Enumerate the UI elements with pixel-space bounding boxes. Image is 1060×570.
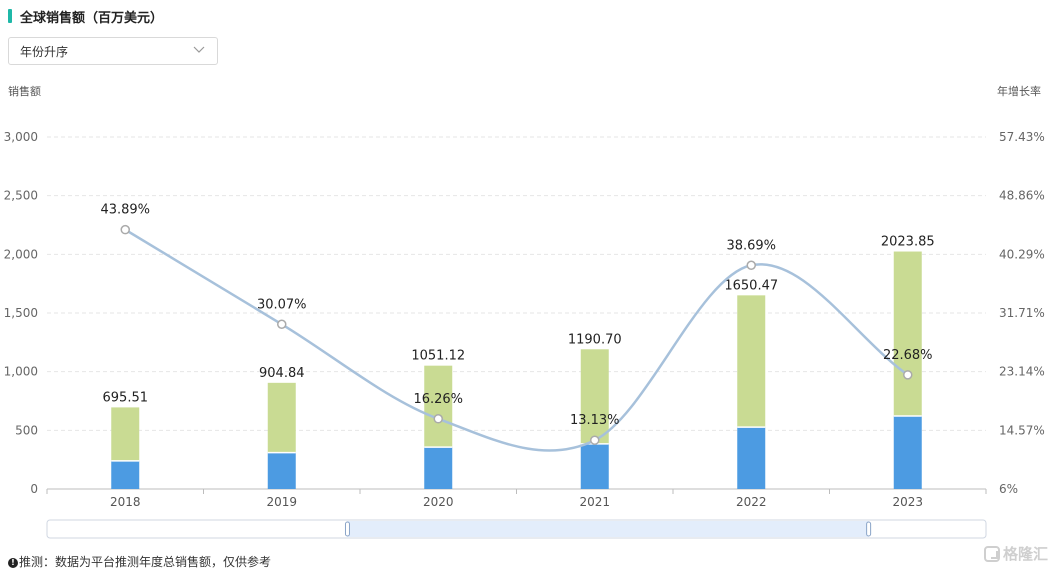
y-tick-label: 1,500 [4,306,38,320]
zoom-slider-selection[interactable] [347,521,869,537]
x-tick-label: 2022 [736,495,767,509]
bar-segment-lower [424,447,453,489]
x-tick-label: 2018 [110,495,141,509]
x-tick-label: 2021 [579,495,610,509]
bar-segment-upper [267,382,296,453]
bar-segment-lower [893,416,922,489]
watermark-text: 格隆汇 [1002,545,1048,563]
y2-tick-label: 57.43% [999,130,1045,144]
y2-tick-label: 40.29% [999,247,1045,261]
bar-segment-upper [111,407,140,461]
growth-rate-label: 16.26% [413,392,463,407]
sort-dropdown-value: 年份升序 [20,45,69,59]
growth-rate-label: 38.69% [726,238,776,253]
bar-segment-lower [267,452,296,489]
y2-tick-label: 31.71% [999,306,1045,320]
y-tick-label: 3,000 [4,130,38,144]
bar-total-label: 904.84 [259,366,305,381]
footer-note-text: 推测：数据为平台推测年度总销售额，仅供参考 [19,555,272,569]
bar-total-label: 1190.70 [568,332,622,347]
y2-tick-label: 14.57% [999,423,1045,437]
bar-segment-upper [580,349,609,444]
footer-note: ! 推测：数据为平台推测年度总销售额，仅供参考 [8,553,271,570]
right-axis-title: 年增长率 [997,85,1041,98]
y-tick-label: 2,000 [4,247,38,261]
zoom-slider-handle-left[interactable] [344,521,350,537]
growth-rate-point [590,435,600,445]
growth-rate-point [120,224,130,235]
bar-total-label: 695.51 [103,390,149,405]
x-tick-label: 2019 [266,495,297,509]
info-icon: ! [8,558,18,568]
bar-segment-upper [424,365,453,448]
growth-rate-line [124,228,909,452]
y-tick-label: 500 [15,423,38,437]
chevron-down-icon [193,46,205,53]
growth-rate-label: 13.13% [570,413,620,428]
left-axis-title: 销售额 [8,85,41,98]
y-tick-label: 1,000 [4,365,38,379]
growth-rate-label: 43.89% [100,203,150,218]
y2-tick-label: 23.14% [999,365,1045,379]
x-tick-label: 2020 [423,495,454,509]
growth-rate-point [746,260,756,271]
x-tick-label: 2023 [892,495,923,509]
growth-rate-point [277,319,287,330]
zoom-slider-handle-right[interactable] [866,521,872,537]
y2-tick-label: 48.86% [999,189,1045,203]
chart-title: 全球销售额（百万美元） [20,11,164,26]
sort-dropdown[interactable]: 年份升序 [8,37,218,65]
y2-tick-label: 6% [999,482,1018,496]
bar-total-label: 2023.85 [881,235,935,250]
bar-total-label: 1650.47 [724,278,778,293]
watermark-logo-icon [983,545,1000,562]
watermark: 格隆汇 [983,543,1048,563]
bar-segment-upper [893,251,922,417]
growth-rate-point [903,370,913,380]
title-accent-bar [8,9,12,23]
bar-segment-lower [111,460,140,489]
bar-segment-lower [580,443,609,489]
bar-segment-upper [737,295,766,428]
growth-rate-point [433,414,443,424]
growth-rate-label: 30.07% [257,297,307,312]
y-tick-label: 0 [30,482,38,496]
bar-segment-lower [737,427,766,489]
growth-rate-label: 22.68% [883,348,933,363]
bar-total-label: 1051.12 [411,349,465,364]
y-tick-label: 2,500 [4,189,38,203]
